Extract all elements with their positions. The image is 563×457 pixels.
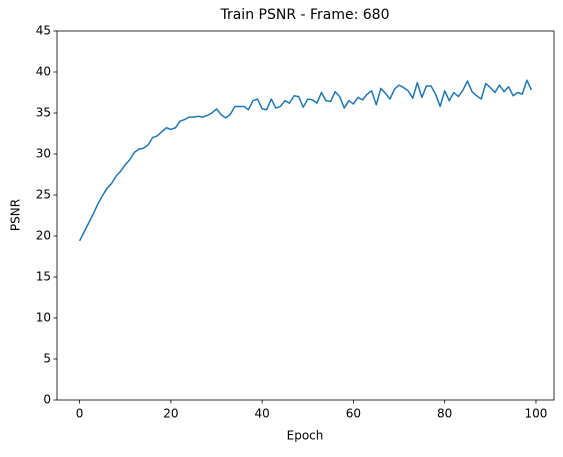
y-tick-label: 5 [43,352,51,366]
x-axis-label: Epoch [287,429,324,443]
x-tick-label: 20 [163,407,178,421]
x-tick-label: 100 [525,407,548,421]
y-tick-label: 15 [36,270,51,284]
y-tick-label: 20 [36,229,51,243]
y-tick-label: 30 [36,147,51,161]
chart-title: Train PSNR - Frame: 680 [219,7,389,23]
x-tick-label: 40 [255,407,270,421]
x-tick-label: 80 [437,407,452,421]
y-tick-label: 45 [36,24,51,38]
y-tick-label: 0 [43,393,51,407]
data-line [78,79,533,242]
y-tick-label: 10 [36,311,51,325]
y-axis-label: PSNR [9,199,23,231]
y-tick-label: 35 [36,106,51,120]
x-tick-label: 60 [346,407,361,421]
axes-frame [56,30,555,401]
y-tick-label: 40 [36,65,51,79]
x-tick-label: 0 [76,407,84,421]
y-tick-label: 25 [36,188,51,202]
